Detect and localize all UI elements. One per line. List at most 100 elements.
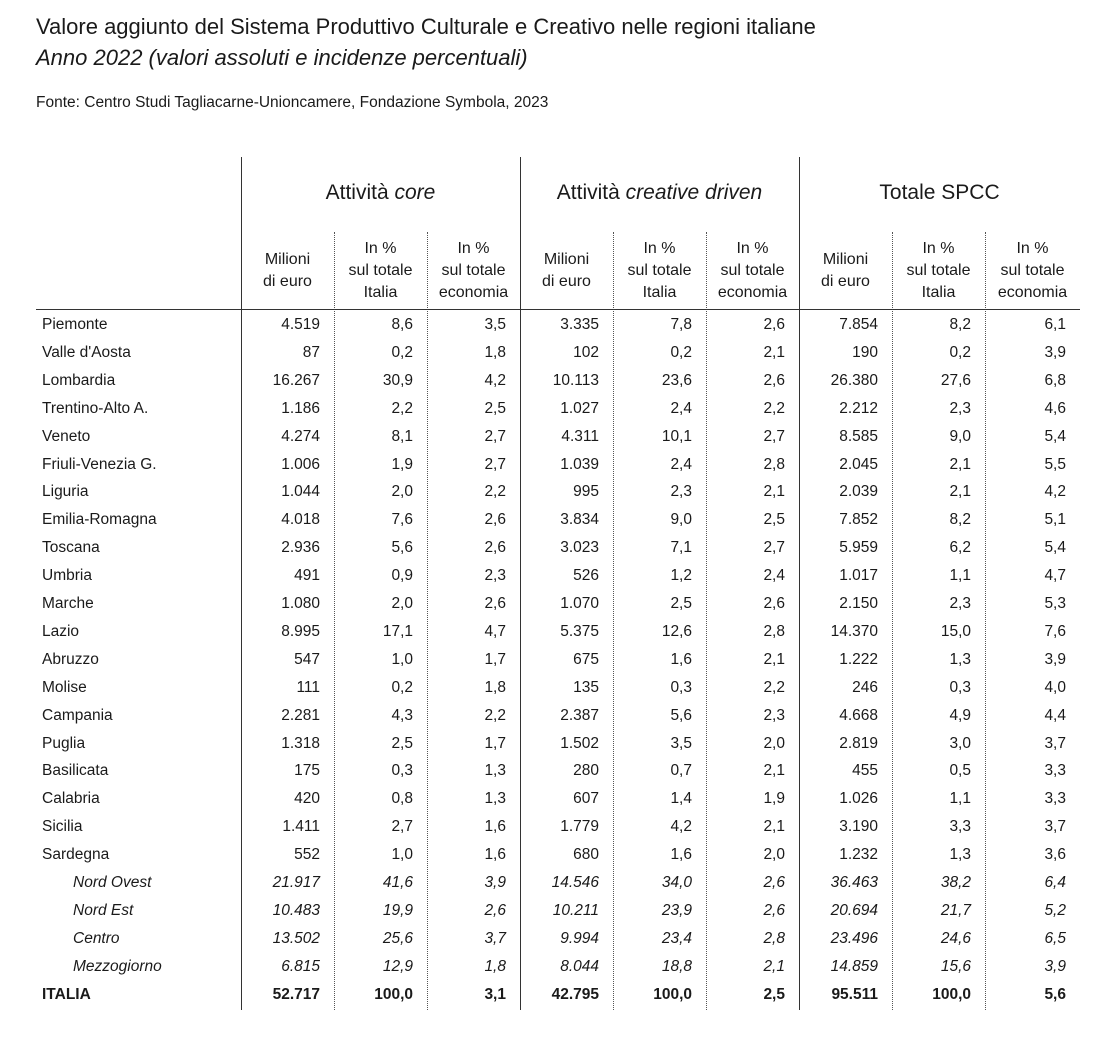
table-row: Lombardia 16.267 30,9 4,2 10.113 23,6 2,6 26.38… bbox=[0, 367, 1105, 395]
table-cell: 2,1 bbox=[763, 818, 785, 836]
row-label: ITALIA bbox=[42, 985, 91, 1003]
table-cell: 4,2 bbox=[1044, 483, 1066, 501]
table-cell: 7.854 bbox=[839, 316, 878, 333]
table-cell: 2,5 bbox=[763, 511, 785, 529]
table-cell: 8.995 bbox=[281, 622, 320, 640]
table-cell: 102 bbox=[573, 343, 599, 361]
table-cell: 6,5 bbox=[1044, 929, 1066, 947]
table-cell: 0,3 bbox=[391, 762, 413, 780]
table-cell: 34,0 bbox=[661, 874, 692, 891]
table-row: Umbria 491 0,9 2,3 526 1,2 2,4 1.017 1,1 4,7 bbox=[0, 562, 1105, 590]
table-cell: 4,0 bbox=[1044, 678, 1066, 696]
table-cell: 1.186 bbox=[281, 399, 320, 417]
table-cell: 2,4 bbox=[670, 399, 692, 417]
table-cell: 10,1 bbox=[661, 427, 692, 445]
table-cell: 1,3 bbox=[949, 650, 971, 668]
table-cell: 2,2 bbox=[391, 399, 413, 417]
table-cell: 3,9 bbox=[484, 874, 506, 891]
table-cell: 8.585 bbox=[839, 427, 878, 445]
row-label: Abruzzo bbox=[42, 650, 99, 668]
table-cell: 2,3 bbox=[670, 483, 692, 501]
table-cell: 21,7 bbox=[940, 901, 971, 919]
table-cell: 3.023 bbox=[560, 539, 599, 557]
table-cell: 23,6 bbox=[661, 371, 692, 389]
table-cell: 2,6 bbox=[484, 539, 506, 557]
row-label: Piemonte bbox=[42, 316, 108, 333]
table-cell: 2,7 bbox=[484, 455, 506, 473]
table-cell: 0,2 bbox=[670, 343, 692, 361]
table-cell: 2,5 bbox=[763, 985, 785, 1003]
table-cell: 246 bbox=[852, 678, 878, 696]
group-divider bbox=[799, 157, 800, 1010]
table-cell: 1,7 bbox=[484, 734, 506, 752]
table-cell: 2,7 bbox=[763, 427, 785, 445]
table-cell: 5.375 bbox=[560, 622, 599, 640]
table-cell: 1,0 bbox=[391, 846, 413, 864]
table-row: Basilicata 175 0,3 1,3 280 0,7 2,1 455 0,5 3,3 bbox=[0, 757, 1105, 785]
table-cell: 95.511 bbox=[831, 985, 878, 1003]
page-title: Valore aggiunto del Sistema Produttivo C… bbox=[36, 14, 816, 39]
table-cell: 1.017 bbox=[839, 567, 878, 585]
table-cell: 2,6 bbox=[763, 316, 785, 333]
column-header: Milioni di euro bbox=[542, 251, 591, 290]
column-header: Milioni di euro bbox=[263, 251, 312, 290]
table-cell: 4.274 bbox=[281, 427, 320, 445]
table-cell: 2,1 bbox=[949, 455, 971, 473]
table-row: Puglia 1.318 2,5 1,7 1.502 3,5 2,0 2.819 3,0 3,7 bbox=[0, 730, 1105, 758]
column-divider bbox=[334, 232, 335, 1010]
group-header-label: Attività bbox=[556, 181, 620, 204]
table-cell: 1.006 bbox=[281, 455, 320, 473]
table-cell: 0,3 bbox=[670, 678, 692, 696]
column-header: In % sul totale Italia bbox=[348, 240, 413, 301]
table-cell: 100,0 bbox=[932, 985, 971, 1003]
table-cell: 9.994 bbox=[560, 929, 599, 947]
table-cell: 4,4 bbox=[1044, 706, 1066, 724]
table-cell: 18,8 bbox=[661, 957, 692, 975]
table-cell: 111 bbox=[296, 678, 320, 696]
table-cell: 15,6 bbox=[940, 957, 971, 975]
table-row: Mezzogiorno 6.815 12,9 1,8 8.044 18,8 2,1 14.85… bbox=[0, 953, 1105, 981]
table-cell: 2.150 bbox=[839, 595, 878, 612]
row-label: Nord Est bbox=[73, 901, 134, 919]
group-header-italic: creative driven bbox=[625, 181, 763, 204]
table-cell: 4,7 bbox=[484, 622, 506, 640]
row-label: Puglia bbox=[42, 734, 86, 752]
table-cell: 2,3 bbox=[949, 595, 971, 612]
row-label: Liguria bbox=[42, 483, 89, 501]
table-cell: 0,3 bbox=[949, 678, 971, 696]
table-cell: 3,7 bbox=[1044, 818, 1066, 836]
table-cell: 2,6 bbox=[484, 901, 506, 919]
table-cell: 15,0 bbox=[940, 622, 971, 640]
table-cell: 2.387 bbox=[560, 706, 599, 724]
table-cell: 2,5 bbox=[670, 595, 692, 612]
table-cell: 547 bbox=[294, 650, 320, 668]
table-cell: 2,6 bbox=[763, 595, 785, 612]
column-header: In % sul totale economia bbox=[997, 240, 1068, 301]
table-cell: 0,9 bbox=[391, 567, 413, 585]
table-cell: 17,1 bbox=[382, 622, 413, 640]
table-cell: 3,7 bbox=[1044, 734, 1066, 752]
table-cell: 7.852 bbox=[839, 511, 878, 529]
table-cell: 1,9 bbox=[763, 790, 785, 808]
table-cell: 7,6 bbox=[1044, 622, 1066, 640]
table-cell: 0,7 bbox=[670, 762, 692, 780]
table-cell: 52.717 bbox=[272, 985, 320, 1003]
column-divider bbox=[706, 232, 707, 1010]
group-header-italic: core bbox=[394, 181, 436, 204]
table-cell: 1,0 bbox=[391, 650, 413, 668]
table-cell: 1,3 bbox=[484, 762, 506, 780]
table-cell: 4,7 bbox=[1044, 567, 1066, 585]
table-cell: 3,5 bbox=[670, 734, 692, 752]
table-cell: 12,9 bbox=[382, 957, 413, 975]
table-cell: 1,6 bbox=[484, 846, 506, 864]
table-cell: 3,9 bbox=[1044, 343, 1066, 361]
row-label: Toscana bbox=[42, 539, 100, 557]
table-cell: 2,1 bbox=[763, 483, 785, 501]
table-cell: 1,6 bbox=[484, 818, 506, 836]
table-cell: 1.779 bbox=[560, 818, 599, 836]
table-cell: 1,6 bbox=[670, 650, 692, 668]
table-cell: 3,0 bbox=[949, 734, 971, 752]
table-cell: 2,8 bbox=[763, 455, 785, 473]
table-cell: 5,4 bbox=[1044, 427, 1066, 445]
table-cell: 2,8 bbox=[763, 929, 785, 947]
